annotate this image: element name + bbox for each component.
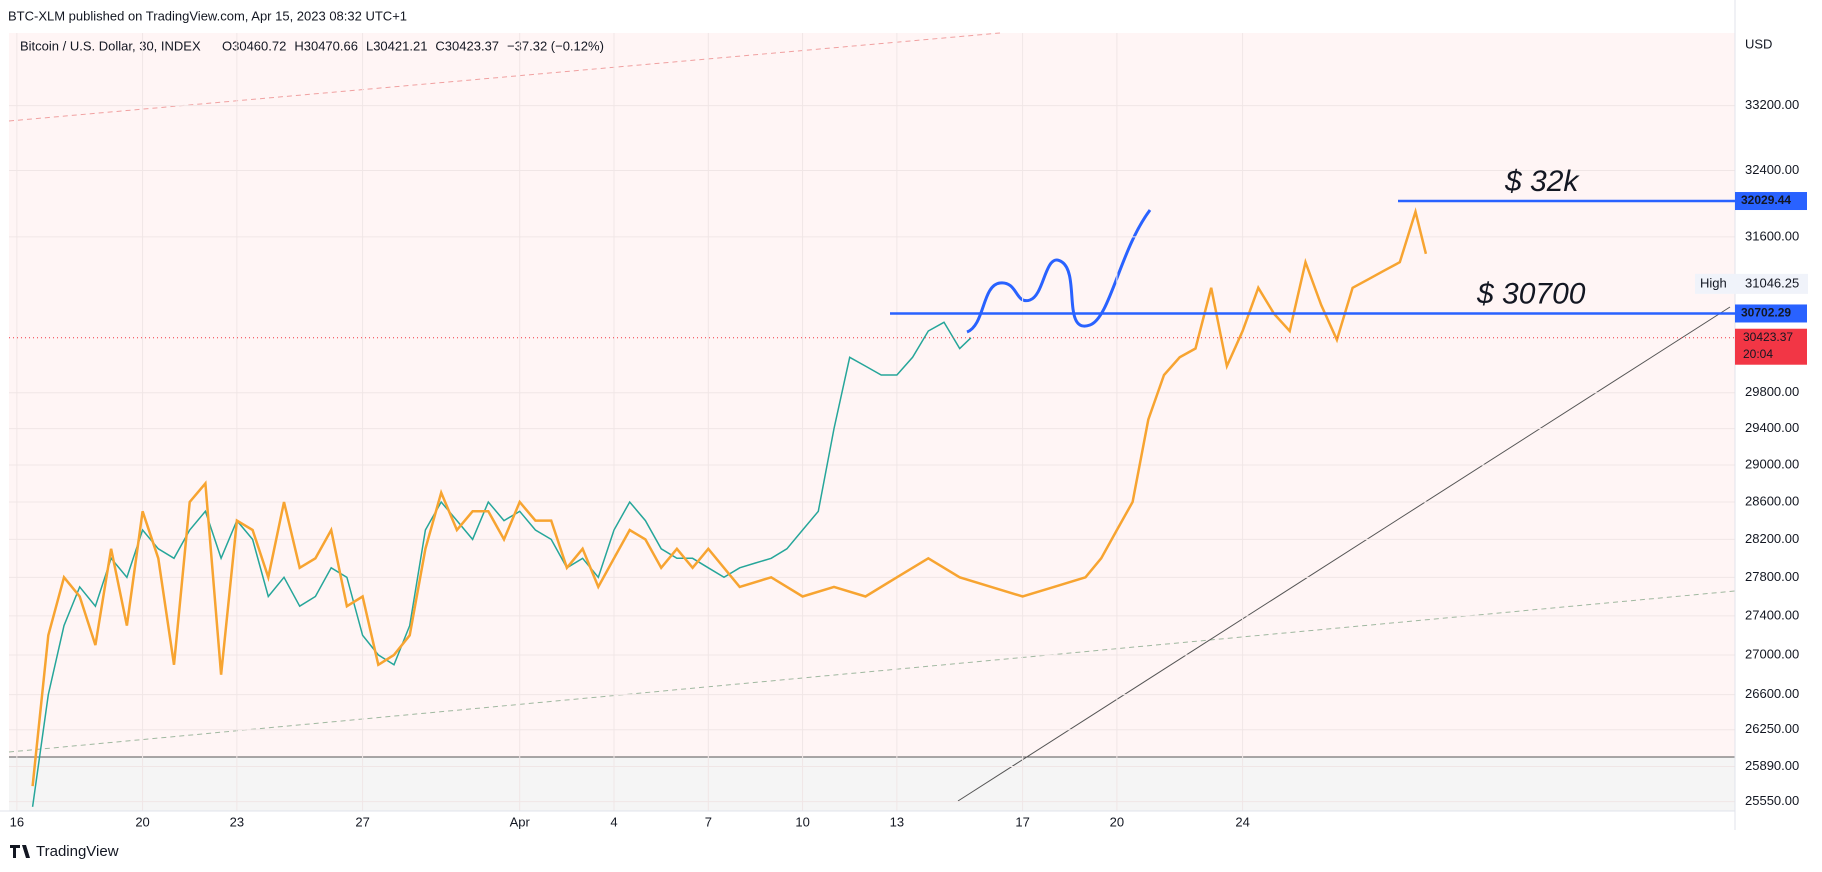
price-tag-label: 30423.37 — [1743, 330, 1793, 344]
symbol: Bitcoin / U.S. Dollar, 30, INDEX — [20, 38, 201, 53]
y-tick-label: 31600.00 — [1745, 228, 1799, 243]
ohlc-value: C30423.37 — [435, 38, 499, 53]
trend-line — [957, 306, 1731, 802]
y-tick-label: 27000.00 — [1745, 646, 1799, 661]
currency: USD — [1745, 36, 1772, 51]
x-tick-label: 16 — [10, 815, 24, 830]
price-tag-label: 30702.29 — [1741, 306, 1791, 320]
y-tick-label: 25550.00 — [1745, 793, 1799, 808]
lower-band — [9, 757, 1735, 811]
channel-top — [8, 32, 1001, 122]
y-tick-label: 26250.00 — [1745, 721, 1799, 736]
y-tick-label: 27800.00 — [1745, 569, 1799, 584]
y-tick-label: 33200.00 — [1745, 97, 1799, 112]
x-tick-label: 20 — [135, 815, 149, 830]
x-tick-label: 24 — [1235, 815, 1249, 830]
ohlc-value: L30421.21 — [366, 38, 427, 53]
price-tag — [1735, 304, 1807, 323]
y-tick-label: 29400.00 — [1745, 420, 1799, 435]
price-tag — [1735, 328, 1807, 365]
x-tick-label: 27 — [355, 815, 369, 830]
ohlc-value: H30470.66 — [294, 38, 358, 53]
x-tick-label: 10 — [795, 815, 809, 830]
ohlc-legend: O30460.72 H30470.66 L30421.21 C30423.37 −37.… — [222, 38, 604, 53]
y-tick-label: 26600.00 — [1745, 686, 1799, 701]
high-label: High — [1700, 275, 1727, 290]
level-note: $ 30700 — [1476, 277, 1586, 310]
high-tag — [1695, 273, 1808, 294]
x-tick-label: Apr — [510, 815, 531, 830]
publish-line: BTC-XLM published on TradingView.com, Ap… — [8, 8, 407, 23]
x-tick-label: 13 — [890, 815, 904, 830]
price-line — [31, 207, 1428, 787]
ohlc-value: O30460.72 — [222, 38, 286, 53]
price-tag-label: 32029.44 — [1741, 193, 1791, 207]
brand: TradingView — [36, 843, 119, 860]
y-tick-label: 29800.00 — [1745, 384, 1799, 399]
high-value: 31046.25 — [1745, 275, 1799, 290]
price-tag — [1735, 192, 1807, 211]
y-tick-label: 32400.00 — [1745, 162, 1799, 177]
projection-sketch — [966, 209, 1152, 334]
x-tick-label: 20 — [1110, 815, 1124, 830]
plot-background — [9, 33, 1735, 811]
price-line — [31, 321, 972, 807]
x-tick-label: 7 — [705, 815, 712, 830]
brand-logo — [10, 845, 30, 858]
y-tick-label: 27400.00 — [1745, 607, 1799, 622]
x-tick-label: 17 — [1015, 815, 1029, 830]
channel-bottom — [8, 590, 1736, 753]
ohlc-value: −37.32 (−0.12%) — [507, 38, 604, 53]
x-tick-label: 4 — [610, 815, 617, 830]
y-tick-label: 29000.00 — [1745, 456, 1799, 471]
y-tick-label: 28600.00 — [1745, 493, 1799, 508]
y-tick-label: 25890.00 — [1745, 758, 1799, 773]
level-note: $ 32k — [1504, 165, 1580, 198]
x-tick-label: 23 — [230, 815, 244, 830]
countdown: 20:04 — [1743, 347, 1773, 361]
y-tick-label: 28200.00 — [1745, 531, 1799, 546]
